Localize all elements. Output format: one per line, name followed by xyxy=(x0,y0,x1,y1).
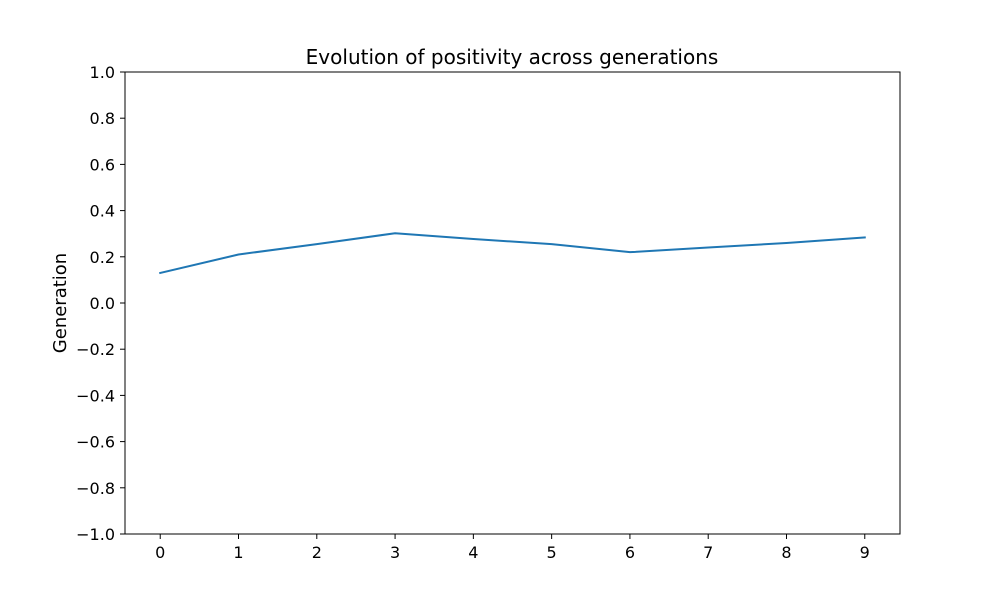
x-tick-label: 4 xyxy=(468,543,478,562)
x-tick-label: 5 xyxy=(547,543,557,562)
y-tick-label: 0.0 xyxy=(90,294,115,313)
y-axis: −1.0 −0.8 −0.6 −0.4 −0.2 0.0 0.2 0.4 0.6 0.8 1.0 xyxy=(76,63,125,544)
y-tick-label: −0.4 xyxy=(76,386,115,405)
x-tick-label: 0 xyxy=(155,543,165,562)
y-tick-label: 0.8 xyxy=(90,109,115,128)
x-tick-label: 6 xyxy=(625,543,635,562)
y-axis-label: Generation xyxy=(50,253,71,353)
y-tick-label: −0.2 xyxy=(76,340,115,359)
y-tick-label: −1.0 xyxy=(76,525,115,544)
y-tick-label: 0.2 xyxy=(90,248,115,267)
series-line-0 xyxy=(159,232,866,275)
series-layer xyxy=(159,232,866,275)
x-axis: 0 1 2 3 4 5 6 7 8 9 xyxy=(155,534,870,562)
y-tick-label: 1.0 xyxy=(90,63,115,82)
x-tick-label: 1 xyxy=(233,543,243,562)
y-tick-label: 0.4 xyxy=(90,202,115,221)
x-tick-label: 3 xyxy=(390,543,400,562)
y-tick-label: −0.6 xyxy=(76,433,115,452)
y-tick-label: 0.6 xyxy=(90,155,115,174)
plot-frame xyxy=(124,71,901,535)
y-tick-label: −0.8 xyxy=(76,479,115,498)
x-tick-label: 2 xyxy=(312,543,322,562)
x-tick-label: 8 xyxy=(781,543,791,562)
x-tick-label: 7 xyxy=(703,543,713,562)
x-tick-label: 9 xyxy=(860,543,870,562)
chart-title: Evolution of positivity across generatio… xyxy=(306,45,719,69)
